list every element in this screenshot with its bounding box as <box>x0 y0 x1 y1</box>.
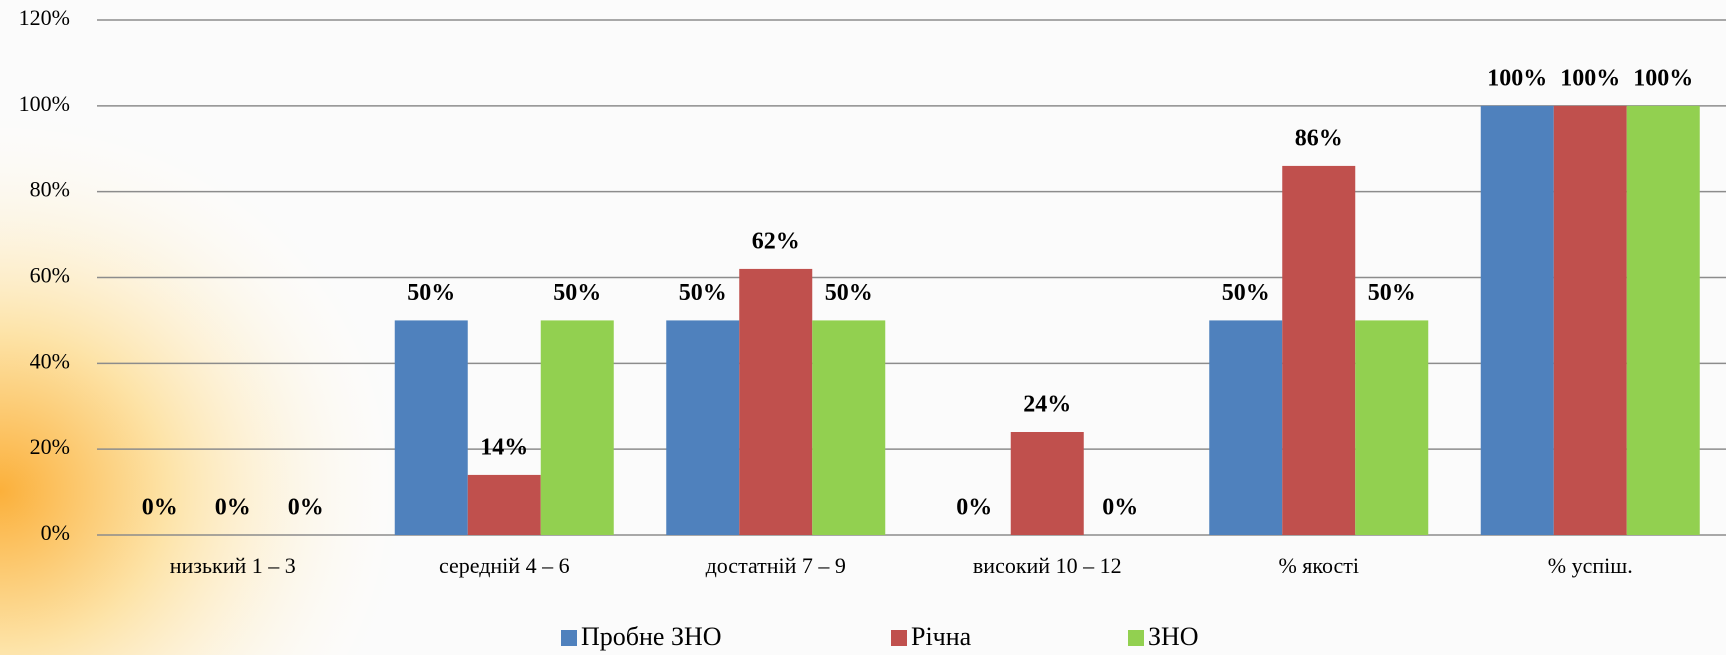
bar <box>1209 320 1283 535</box>
legend-label: Пробне ЗНО <box>581 622 722 651</box>
data-label: 0% <box>215 495 251 521</box>
y-tick-label: 80% <box>30 177 70 202</box>
data-label: 14% <box>480 434 528 460</box>
x-tick-label: % успіш. <box>1548 553 1633 578</box>
legend-swatch <box>561 630 577 646</box>
data-label: 50% <box>1368 280 1416 306</box>
data-label: 100% <box>1560 65 1620 91</box>
legend-swatch <box>891 630 907 646</box>
y-tick-label: 60% <box>30 263 70 288</box>
bar <box>812 320 886 535</box>
bar <box>1553 105 1627 535</box>
legend-label: Річна <box>911 622 972 651</box>
x-tick-label: середній 4 – 6 <box>439 553 570 578</box>
bar <box>666 320 740 535</box>
x-tick-label: високий 10 – 12 <box>973 553 1122 578</box>
bar <box>540 320 614 535</box>
data-label: 24% <box>1023 392 1071 418</box>
bar <box>1010 432 1084 535</box>
y-tick-label: 100% <box>19 91 70 116</box>
bar <box>1282 165 1356 535</box>
data-label: 0% <box>1102 495 1138 521</box>
legend-label: ЗНО <box>1148 622 1199 651</box>
y-tick-label: 0% <box>41 520 70 545</box>
data-label: 50% <box>407 280 455 306</box>
y-tick-label: 20% <box>30 434 70 459</box>
data-label: 100% <box>1487 65 1547 91</box>
data-label: 62% <box>752 228 800 254</box>
data-label: 50% <box>553 280 601 306</box>
data-label: 0% <box>288 495 324 521</box>
bar <box>1626 105 1700 535</box>
bar <box>467 474 541 535</box>
data-label: 50% <box>825 280 873 306</box>
data-label: 86% <box>1295 125 1343 151</box>
data-label: 50% <box>1222 280 1270 306</box>
y-tick-label: 120% <box>19 5 70 30</box>
x-tick-label: достатній 7 – 9 <box>706 553 846 578</box>
x-tick-label: низький 1 – 3 <box>170 553 296 578</box>
x-tick-label: % якості <box>1278 553 1359 578</box>
y-tick-label: 40% <box>30 348 70 373</box>
data-label: 50% <box>679 280 727 306</box>
legend-swatch <box>1128 630 1144 646</box>
data-label: 0% <box>142 495 178 521</box>
bar <box>1480 105 1554 535</box>
data-label: 100% <box>1633 65 1693 91</box>
bar <box>394 320 468 535</box>
bar <box>1355 320 1429 535</box>
data-label: 0% <box>956 495 992 521</box>
bar <box>739 268 813 535</box>
